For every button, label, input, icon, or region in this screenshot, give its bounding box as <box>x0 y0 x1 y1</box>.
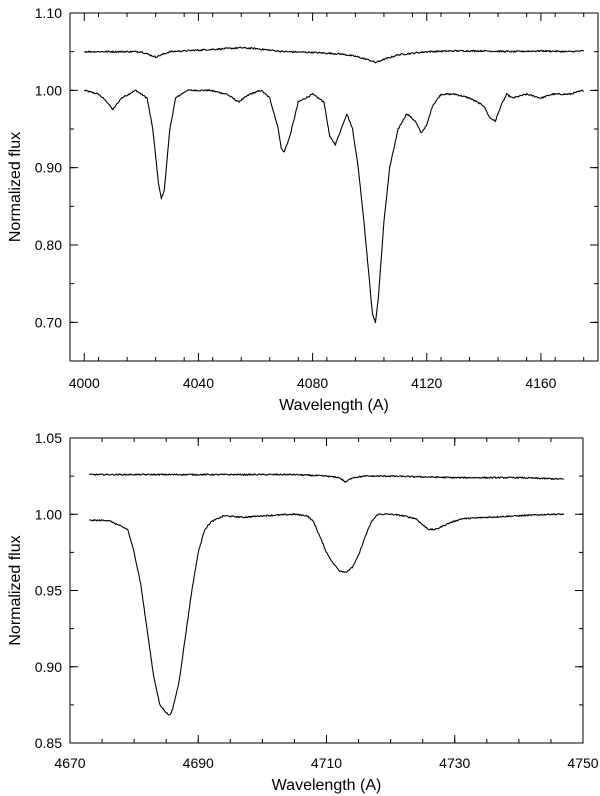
bottom-panel-chart: 4670 4690 4710 4730 4750 0.85 0.90 0.95 1.00 1.05… <box>7 430 599 794</box>
spectrum-line-main <box>83 89 584 324</box>
y-tick-label: 0.80 <box>35 237 62 253</box>
x-tick-label: 4670 <box>54 755 85 771</box>
x-axis-title: Wavelength (A) <box>279 397 389 414</box>
y-tick-label: 0.70 <box>35 314 62 330</box>
y-tick-label: 0.85 <box>35 735 62 751</box>
x-tick-label: 4040 <box>183 375 214 391</box>
y-tick-label: 0.90 <box>35 160 62 176</box>
x-tick-label: 4750 <box>567 755 598 771</box>
x-tick-label: 4000 <box>69 375 100 391</box>
y-tick-label: 1.10 <box>35 5 62 21</box>
y-axis-title: Normalized flux <box>7 535 24 645</box>
top-panel-chart: 4000 4040 4080 4120 4160 0.70 0.80 0.90 1.00 1.10… <box>7 5 599 414</box>
x-axis-title: Wavelength (A) <box>272 777 382 794</box>
x-tick-label: 4730 <box>439 755 470 771</box>
x-tick-label: 4690 <box>183 755 214 771</box>
x-tick-label: 4080 <box>297 375 328 391</box>
y-tick-label: 0.90 <box>35 659 62 675</box>
x-tick-label: 4710 <box>311 755 342 771</box>
x-tick-label: 4160 <box>525 375 556 391</box>
x-tick-label: 4120 <box>411 375 442 391</box>
plot-frame <box>69 437 584 744</box>
y-tick-label: 1.05 <box>35 430 62 446</box>
y-tick-label: 1.00 <box>35 82 62 98</box>
spectrum-line-main <box>89 513 565 716</box>
y-axis-title: Normalized flux <box>7 132 24 242</box>
y-tick-label: 1.00 <box>35 506 62 522</box>
spectrum-line-offset <box>89 473 564 483</box>
spectrum-line-offset <box>84 46 585 64</box>
y-tick-label: 0.95 <box>35 583 62 599</box>
plot-frame <box>69 12 599 362</box>
